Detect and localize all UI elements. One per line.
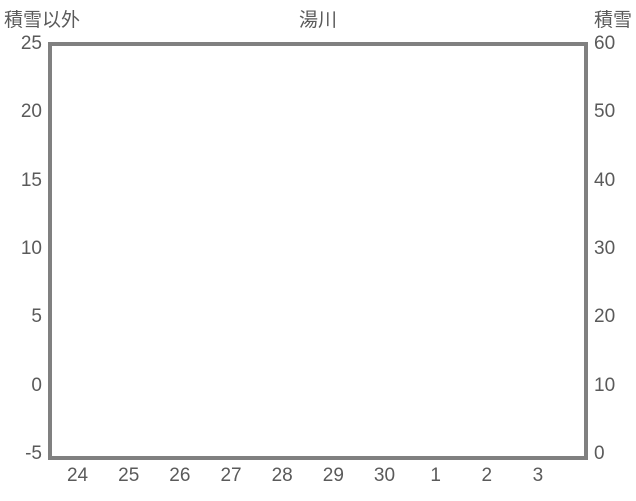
y-axis-right-tick-label: 20 (594, 306, 616, 328)
x-axis-tick-label: 30 (373, 465, 396, 486)
x-axis-tick-label: 28 (271, 465, 293, 486)
x-axis-tick-label: 24 (66, 465, 89, 486)
y-axis-left-ticks: 25 20 15 10 5 0 -5 (0, 0, 42, 501)
x-axis-tick-label: 25 (118, 465, 140, 486)
x-axis-tick-label: 3 (532, 465, 544, 486)
x-axis-tick-label: 29 (322, 465, 344, 486)
y-axis-left-tick-label: 20 (20, 101, 42, 123)
y-axis-right-tick-label: 30 (594, 238, 616, 259)
y-axis-left-tick-label: 10 (20, 238, 42, 259)
y-axis-right-tick-label: 60 (594, 33, 616, 54)
x-axis-tick-label: 2 (481, 465, 493, 486)
x-axis-tick-label: 27 (220, 465, 242, 486)
y-axis-left-tick-label: 0 (31, 374, 42, 396)
x-axis-tick-label: 26 (169, 465, 191, 486)
y-axis-right-ticks: 60 50 40 30 20 10 0 (594, 0, 636, 501)
y-axis-left-tick-label: -5 (25, 443, 42, 464)
plot-frame (48, 42, 588, 460)
y-axis-right-tick-label: 50 (594, 101, 616, 123)
y-axis-right-tick-label: 40 (594, 169, 616, 191)
y-axis-right-tick-label: 10 (594, 374, 616, 396)
page-title: 湯川 (298, 10, 337, 31)
left-axis-title: 積雪以外 (4, 10, 81, 31)
y-axis-left-tick-label: 5 (31, 306, 42, 328)
y-axis-left-tick-label: 15 (20, 169, 42, 191)
right-axis-title: 積雪 (593, 10, 632, 31)
x-axis-tick-label: 1 (430, 465, 441, 486)
y-axis-right-tick-label: 0 (594, 443, 605, 464)
y-axis-left-tick-label: 25 (20, 33, 42, 54)
